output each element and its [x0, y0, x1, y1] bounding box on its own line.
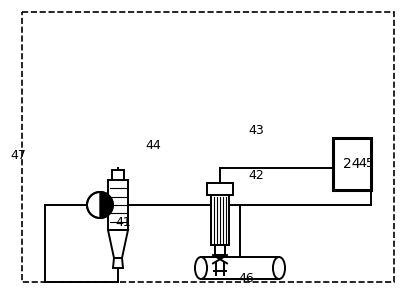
- Text: 24: 24: [343, 157, 361, 171]
- Bar: [207, 183, 233, 195]
- Ellipse shape: [195, 257, 207, 279]
- Bar: [108, 180, 128, 230]
- Bar: [211, 195, 229, 245]
- Ellipse shape: [273, 257, 285, 279]
- Text: 45: 45: [358, 156, 374, 170]
- Text: 47: 47: [10, 148, 26, 162]
- Text: 46: 46: [238, 271, 254, 285]
- Text: 42: 42: [248, 169, 264, 181]
- Circle shape: [87, 192, 113, 218]
- Bar: [201, 257, 279, 279]
- Text: 44: 44: [145, 139, 161, 151]
- Text: 41: 41: [115, 215, 131, 229]
- Text: 43: 43: [248, 124, 264, 136]
- Polygon shape: [108, 230, 128, 258]
- Bar: [333, 138, 371, 190]
- Bar: [22, 12, 394, 282]
- Bar: [112, 170, 124, 180]
- Bar: [215, 245, 225, 255]
- Polygon shape: [100, 192, 113, 218]
